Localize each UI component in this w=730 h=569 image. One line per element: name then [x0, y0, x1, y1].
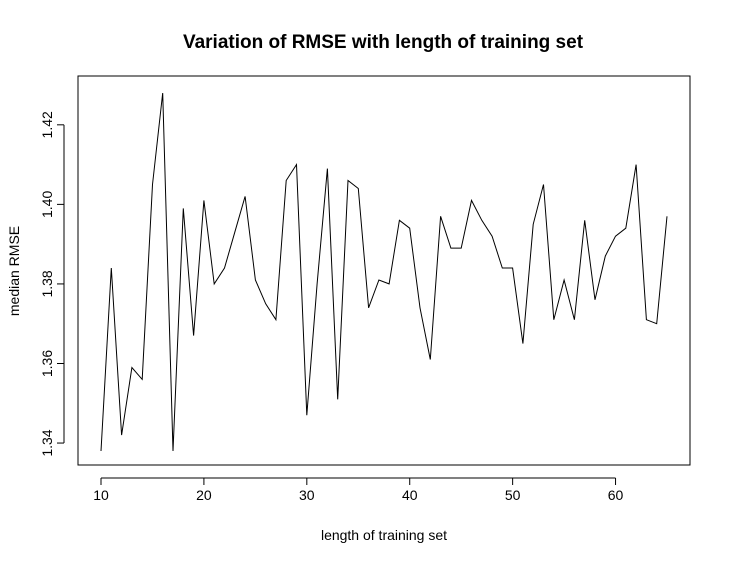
- y-tick-label: 1.42: [39, 111, 55, 138]
- y-tick-label: 1.36: [39, 350, 55, 377]
- x-tick-label: 60: [608, 487, 624, 503]
- series-group: [100, 92, 668, 452]
- x-tick-label: 10: [93, 487, 109, 503]
- x-axis-label: length of training set: [321, 527, 447, 543]
- y-axis: 1.34 1.36 1.38 1.40 1.42: [39, 111, 65, 457]
- x-tick-label: 20: [196, 487, 212, 503]
- x-tick-label: 40: [402, 487, 418, 503]
- y-tick-label: 1.34: [39, 429, 55, 456]
- y-tick-label: 1.40: [39, 191, 55, 218]
- x-tick-label: 30: [299, 487, 315, 503]
- series-line: [100, 92, 668, 452]
- plot-frame: [77, 75, 691, 466]
- y-axis-label: median RMSE: [6, 226, 22, 316]
- x-tick-label: 50: [505, 487, 521, 503]
- y-tick-label: 1.38: [39, 270, 55, 297]
- chart-title: Variation of RMSE with length of trainin…: [183, 32, 584, 53]
- x-axis: 10 20 30 40 50 60: [93, 477, 624, 503]
